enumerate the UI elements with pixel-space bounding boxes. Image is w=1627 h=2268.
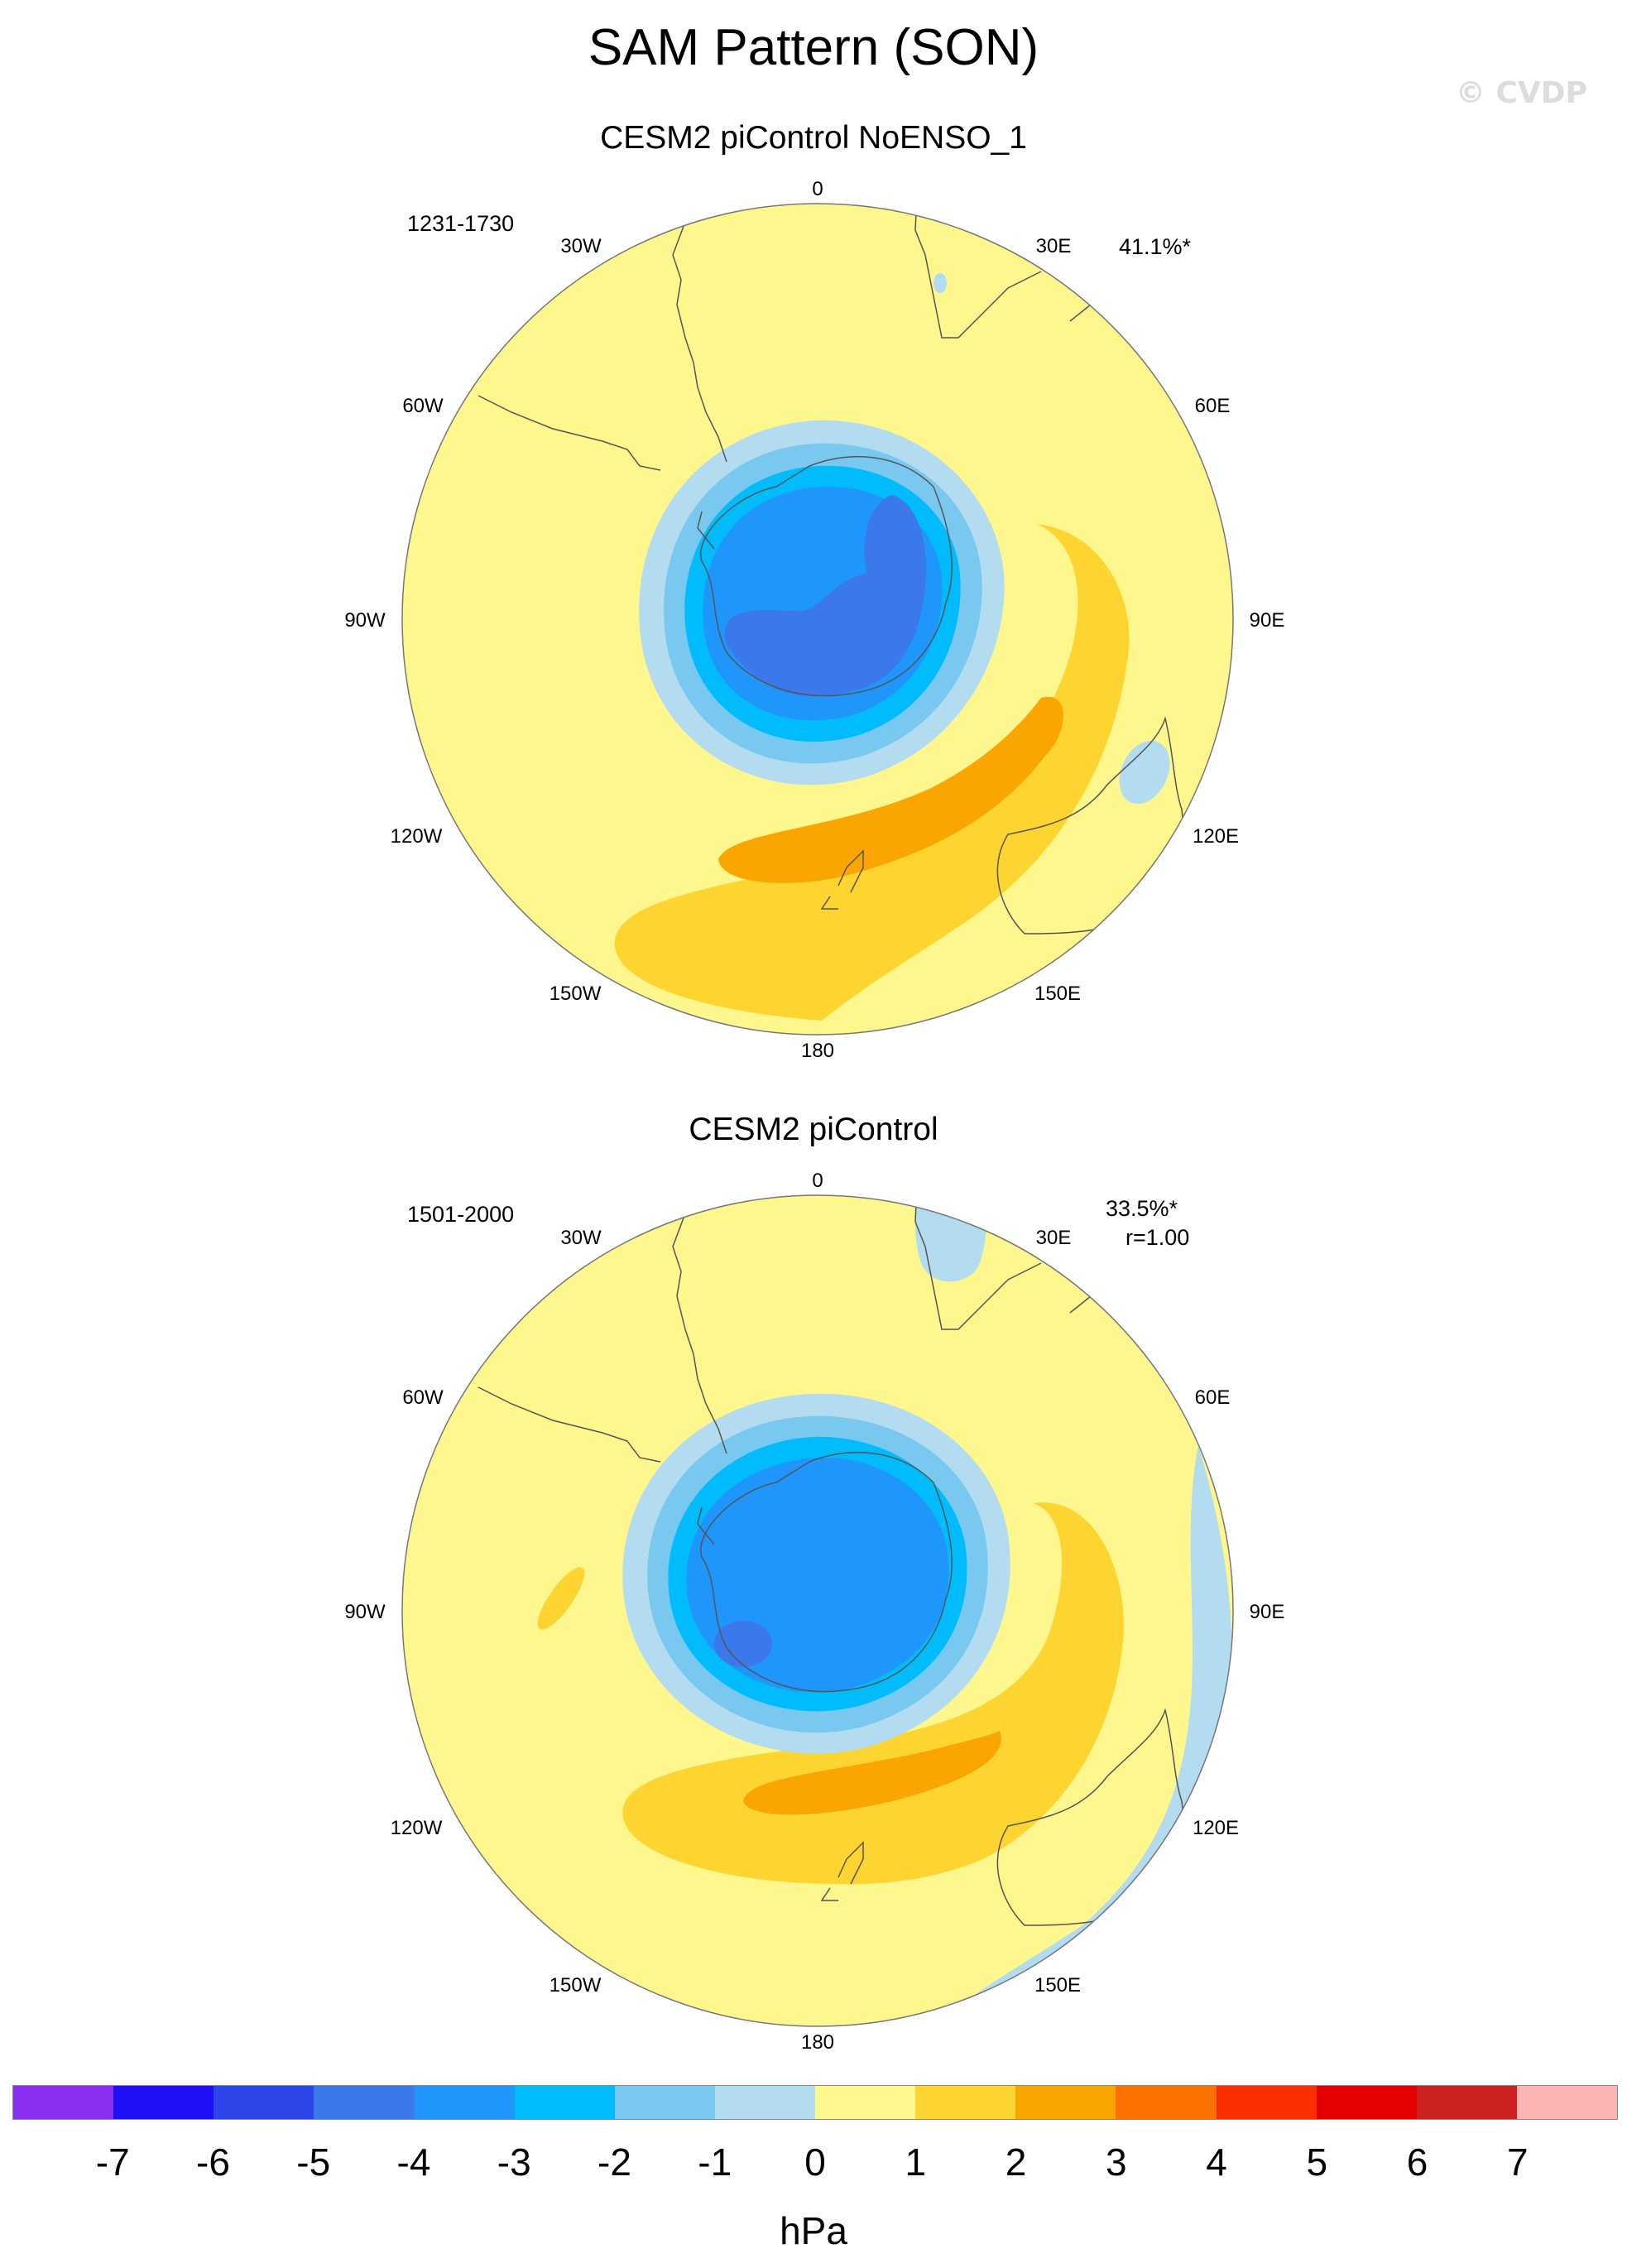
panel-1-lon-30e: 30E [1035,235,1072,257]
panel-1-map [401,203,1234,1035]
panel-2-lon-30e: 30E [1035,1227,1072,1249]
colorbar-swatch [314,2086,415,2119]
colorbar-swatch [614,2086,715,2119]
panel-1-lon-60w: 60W [402,395,444,417]
panel-2-corr: r=1.00 [1125,1225,1190,1250]
colorbar-tick-label: 6 [1406,2141,1428,2184]
panel-2-lon-150e: 150E [1034,1974,1082,1997]
colorbar-swatch [414,2086,515,2119]
colorbar-swatch [1516,2086,1617,2119]
panel-2-lon-180: 180 [800,2031,835,2054]
panel-2-lon-30w: 30W [560,1227,602,1249]
colorbar-swatch [214,2086,314,2119]
panel-2-lon-120w: 120W [390,1817,443,1839]
panel-1-years: 1231-1730 [407,211,515,236]
panel-1-title: CESM2 piControl NoENSO_1 [600,120,1027,156]
panel-1-lon-120e: 120E [1192,825,1240,848]
colorbar-tick-label: -5 [296,2141,331,2184]
figure-title: SAM Pattern (SON) [588,19,1039,76]
colorbar-tick-label: 4 [1206,2141,1227,2184]
panel-1-lon-30w: 30W [560,235,602,257]
colorbar-tick-label: -3 [497,2141,531,2184]
colorbar-tick-label: -4 [396,2141,431,2184]
colorbar-swatch [514,2086,615,2119]
colorbar-swatch [1416,2086,1517,2119]
panel-1-lon-150w: 150W [549,983,602,1005]
panel-2-title: CESM2 piControl [689,1112,938,1147]
colorbar-swatch [13,2086,114,2119]
panel-2-lon-120e: 120E [1192,1817,1240,1839]
panel-1-lon-180: 180 [800,1040,835,1062]
colorbar-tick-label: -6 [196,2141,230,2184]
panel-2-lon-90e: 90E [1249,1601,1285,1623]
panel-2-lon-150w: 150W [549,1974,602,1997]
panel-1-lon-150e: 150E [1034,983,1082,1005]
panel-1-lon-90e: 90E [1249,609,1285,632]
colorbar-swatch [1216,2086,1317,2119]
panel-2-variance: 33.5%* [1106,1196,1178,1221]
colorbar-swatch [113,2086,214,2119]
colorbar-tick-label: 0 [804,2141,826,2184]
panel-2-lon-0: 0 [812,1170,823,1192]
colorbar-swatch [915,2086,1016,2119]
colorbar-tick-label: 2 [1005,2141,1027,2184]
colorbar-tick-label: 1 [905,2141,927,2184]
colorbar-swatch [815,2086,916,2119]
colorbar-tick-label: 3 [1105,2141,1127,2184]
colorbar-tick-label: 7 [1506,2141,1529,2184]
colorbar-tick-label: -1 [698,2141,732,2184]
panel-1-lon-60e: 60E [1194,395,1231,417]
panel-1-variance: 41.1%* [1119,234,1192,259]
panel-1-lon-120w: 120W [390,825,443,848]
panel-1-lon-0: 0 [812,178,823,200]
colorbar-swatch [1015,2086,1116,2119]
panel-2-years: 1501-2000 [407,1202,515,1227]
panel-2-lon-60w: 60W [402,1386,444,1409]
panel-2-map [401,1194,1234,2027]
colorbar [12,2085,1618,2120]
watermark: © CVDP [1455,76,1587,110]
colorbar-swatch [714,2086,815,2119]
colorbar-swatch [1116,2086,1217,2119]
colorbar-unit: hPa [780,2209,847,2252]
colorbar-tick-label: -2 [598,2141,631,2184]
colorbar-tick-label: 5 [1306,2141,1328,2184]
colorbar-swatch [1316,2086,1417,2119]
panel-2-lon-90w: 90W [344,1601,386,1623]
colorbar-tick-label: -7 [95,2141,130,2184]
panel-2-lon-60e: 60E [1194,1386,1231,1409]
panel-1-lon-90w: 90W [344,609,386,632]
